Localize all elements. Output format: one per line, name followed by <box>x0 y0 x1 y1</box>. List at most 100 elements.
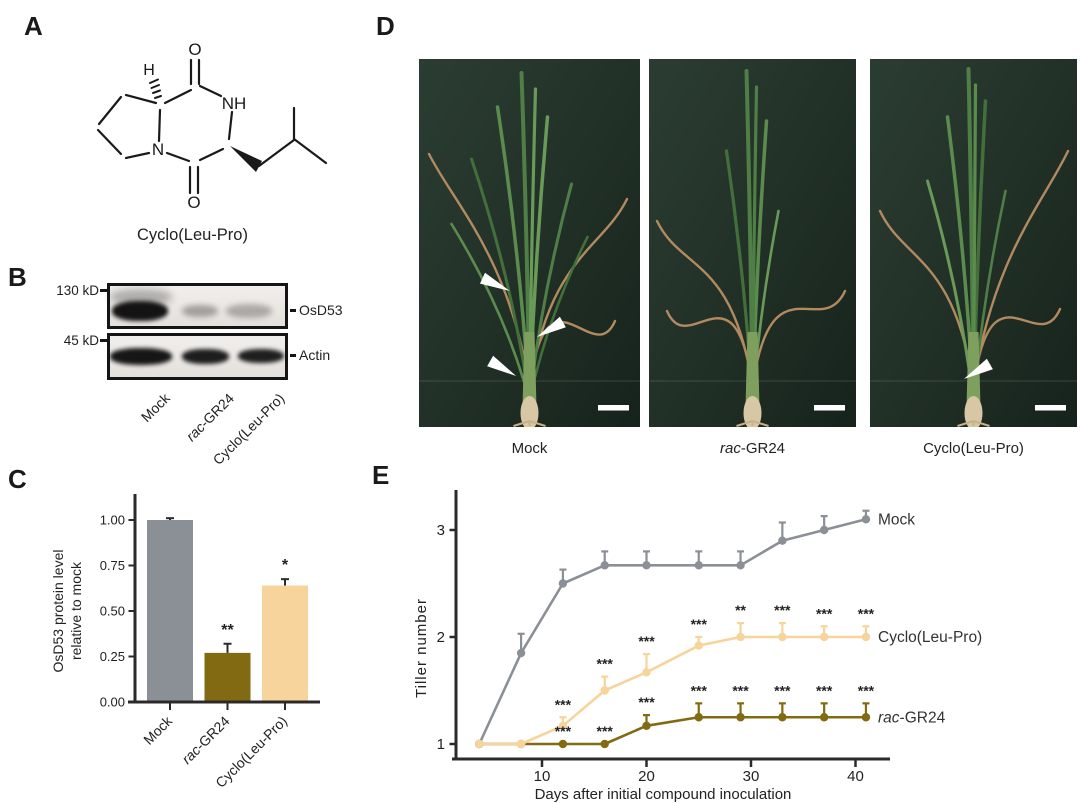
osd53-label: OsD53 <box>299 302 343 318</box>
significance-stars: *** <box>597 656 614 672</box>
significance-stars: *** <box>858 682 875 698</box>
scale-bar <box>814 405 845 411</box>
atom-nh: NH <box>222 94 247 113</box>
tiller-arrowhead <box>963 358 993 379</box>
significance-stars: *** <box>816 605 833 621</box>
x-tick-label: 10 <box>534 768 551 785</box>
data-point <box>600 739 609 749</box>
significance-stars: *** <box>597 723 614 739</box>
data-point <box>694 641 703 650</box>
plant-base <box>520 396 539 427</box>
panel-label-b: B <box>8 262 27 292</box>
data-point <box>600 561 609 570</box>
marker-130kd-tick <box>100 289 107 292</box>
blot-actin <box>107 333 288 380</box>
data-point <box>736 713 745 722</box>
data-point <box>778 632 787 642</box>
data-point <box>475 739 484 749</box>
data-point <box>642 721 651 731</box>
root <box>957 420 974 427</box>
marker-45kd-tick <box>100 339 107 342</box>
y-tick-label: 0.75 <box>100 558 125 573</box>
line-chart-tiller-number: 1 2 3 10 20 30 40 Days after initial compound i… <box>413 490 982 803</box>
significance-stars: *** <box>555 723 572 739</box>
series-line-Cyclo(Leu-Pro) <box>479 635 866 746</box>
culm <box>745 332 760 407</box>
tiller-arrowhead <box>487 355 517 376</box>
panel-label-c: C <box>8 464 27 494</box>
blot-band-osd53-racgr24 <box>182 305 218 317</box>
series-line-rac-GR24 <box>479 715 866 746</box>
marker-130kd-label: 130 kD <box>56 283 99 298</box>
data-point <box>736 632 745 642</box>
atom-o-bottom: O <box>187 193 200 212</box>
photo-label-cyclo: Cyclo(Leu-Pro) <box>923 440 1024 457</box>
data-point <box>819 525 829 535</box>
y-tick-label: 0.25 <box>100 649 125 664</box>
dead-leaf <box>972 149 1070 389</box>
data-point <box>600 686 609 695</box>
significance-stars: *** <box>691 616 708 632</box>
data-point <box>861 632 871 642</box>
atom-n: N <box>152 140 164 159</box>
osd53-tick <box>290 309 296 312</box>
data-point <box>558 579 568 588</box>
plant-base <box>964 396 983 427</box>
category-label-1: rac-GR24 <box>178 713 232 767</box>
tiller-arrowhead <box>536 316 566 337</box>
y-tick-label: 0.50 <box>100 604 125 619</box>
stereo-hash-wedge <box>149 78 162 99</box>
legend-label-Mock: Mock <box>878 511 915 528</box>
dead-leaf <box>751 289 847 389</box>
significance-stars: *** <box>774 682 791 698</box>
significance-stars: *** <box>816 682 833 698</box>
western-blot-panel: 130 kD 45 kD OsD53 Actin Mock rac-GR24 C… <box>0 240 370 475</box>
y-tick-label: 1.00 <box>100 513 125 528</box>
plant-photo-mock-image <box>419 59 640 427</box>
y-axis-title-line1: OsD53 protein level <box>50 550 66 673</box>
blot-osd53 <box>107 283 288 329</box>
y-axis-title-line2: relative to mock <box>68 561 84 660</box>
bar-chart-osd53: ***0.000.250.500.751.00Mockrac-GR24Cyclo… <box>50 494 320 791</box>
blot-band-osd53-mock <box>112 301 168 321</box>
bar-Mock <box>147 520 193 702</box>
scale-bar <box>1035 405 1066 411</box>
blot-band-actin-mock <box>110 348 172 365</box>
blot-smear <box>110 289 172 305</box>
tiller-arrowhead <box>479 272 510 291</box>
dead-leaf <box>665 309 754 389</box>
significance-stars: *** <box>774 602 791 618</box>
structure-caption: Cyclo(Leu-Pro) <box>137 226 248 244</box>
chemical-structure: O NH N O H <box>96 40 328 212</box>
plant-base <box>743 396 762 427</box>
data-point <box>558 721 568 731</box>
x-tick-label: 40 <box>847 768 864 785</box>
blot-band-osd53-cyclo <box>226 304 272 318</box>
data-point <box>516 739 526 749</box>
x-axis-title: Days after initial compound inoculation <box>535 786 792 803</box>
dead-leaf <box>972 307 1062 389</box>
culm <box>522 332 537 407</box>
data-point <box>819 713 829 722</box>
significance-stars: *** <box>732 682 749 698</box>
photo-label-racgr24: rac-GR24 <box>719 440 786 457</box>
plant-photo-cyclo-image <box>870 59 1077 427</box>
y-tick-label: 0.00 <box>100 695 125 710</box>
bar-Cyclo(Leu-Pro) <box>262 585 308 702</box>
panel-label-d: D <box>376 11 395 41</box>
data-point <box>736 561 745 570</box>
actin-label: Actin <box>299 347 331 363</box>
panel-label-e: E <box>372 460 390 490</box>
significance-stars: *** <box>638 633 655 649</box>
stereo-bold-wedge <box>230 146 262 172</box>
y-tick-label: 1 <box>437 736 445 753</box>
y-axis-title: Tiller number <box>413 598 430 698</box>
root <box>752 420 769 427</box>
photo-label-mock: Mock <box>511 440 548 457</box>
scale-bar <box>598 405 629 411</box>
root <box>736 420 753 427</box>
root <box>513 420 530 427</box>
data-point <box>861 713 871 722</box>
data-point <box>694 713 703 722</box>
